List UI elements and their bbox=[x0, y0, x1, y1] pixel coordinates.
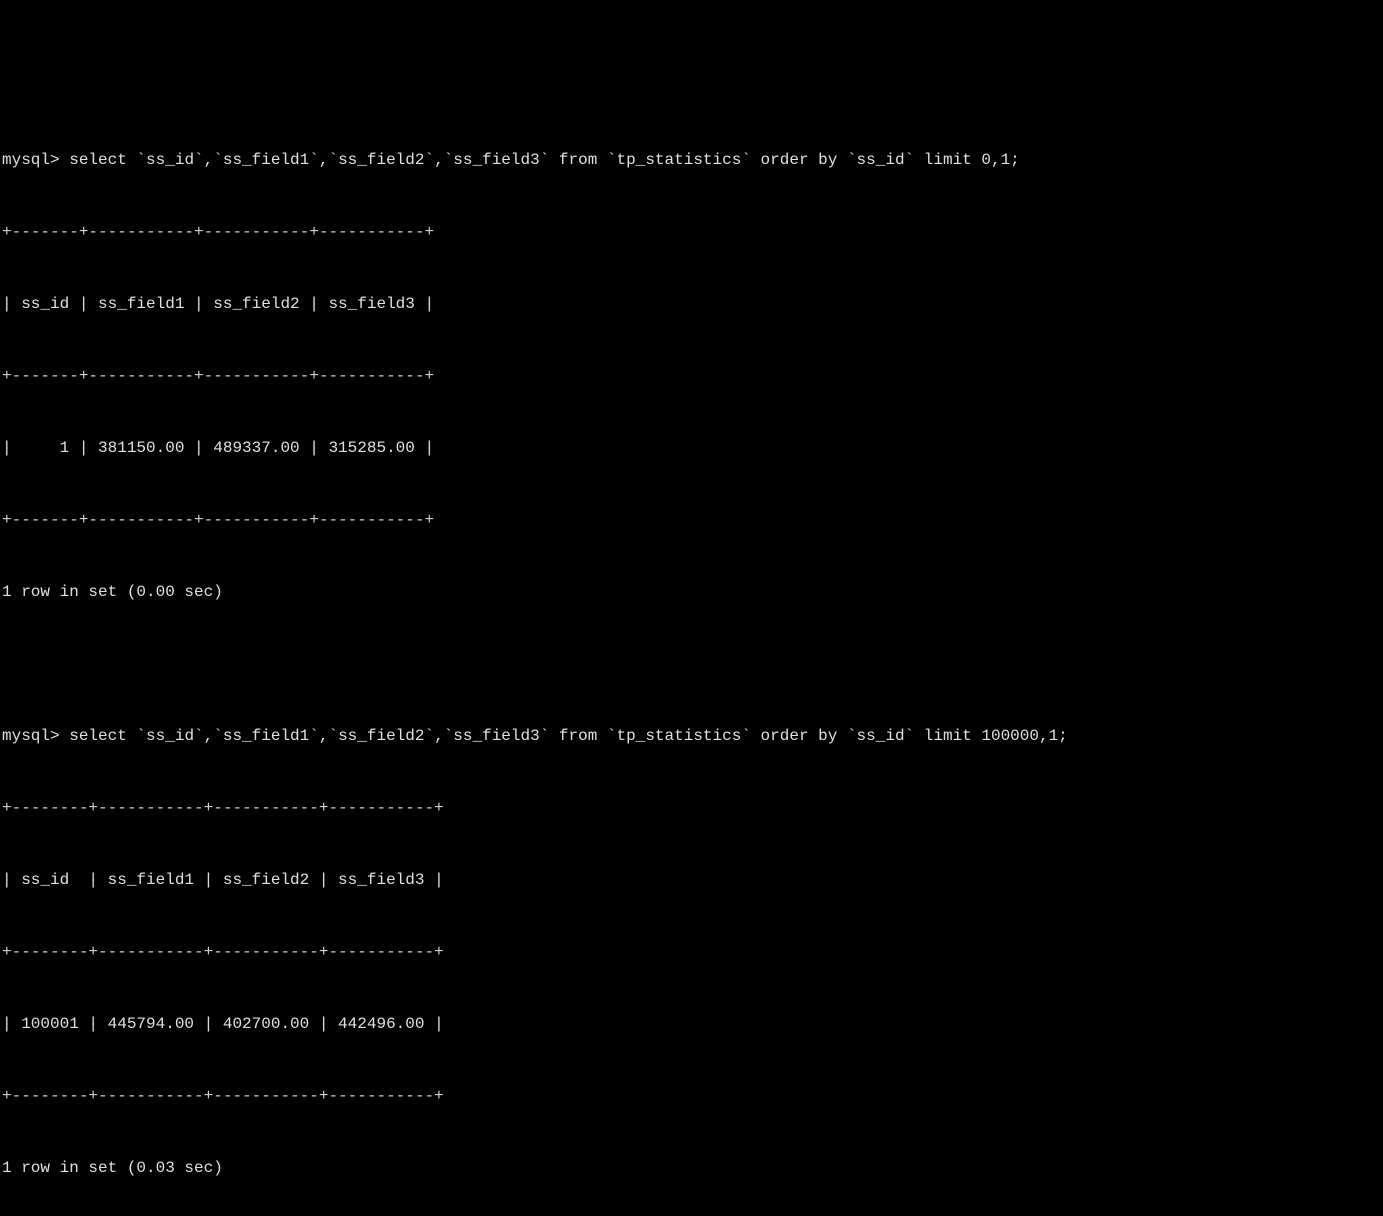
blank-line bbox=[0, 652, 1383, 676]
result-message: 1 row in set (0.03 sec) bbox=[0, 1156, 1383, 1180]
table-data-row: | 1 | 381150.00 | 489337.00 | 315285.00 … bbox=[0, 436, 1383, 460]
query-line-2: mysql> select `ss_id`,`ss_field1`,`ss_fi… bbox=[0, 724, 1383, 748]
mysql-prompt: mysql> bbox=[2, 727, 69, 745]
result-message: 1 row in set (0.00 sec) bbox=[0, 580, 1383, 604]
query-line-1: mysql> select `ss_id`,`ss_field1`,`ss_fi… bbox=[0, 148, 1383, 172]
sql-query: select `ss_id`,`ss_field1`,`ss_field2`,`… bbox=[69, 727, 1068, 745]
mysql-prompt: mysql> bbox=[2, 151, 69, 169]
table-border-mid: +--------+-----------+-----------+------… bbox=[0, 940, 1383, 964]
table-border-bottom: +-------+-----------+-----------+-------… bbox=[0, 508, 1383, 532]
table-border-top: +-------+-----------+-----------+-------… bbox=[0, 220, 1383, 244]
table-border-mid: +-------+-----------+-----------+-------… bbox=[0, 364, 1383, 388]
sql-query: select `ss_id`,`ss_field1`,`ss_field2`,`… bbox=[69, 151, 1020, 169]
table-header-row: | ss_id | ss_field1 | ss_field2 | ss_fie… bbox=[0, 868, 1383, 892]
table-header-row: | ss_id | ss_field1 | ss_field2 | ss_fie… bbox=[0, 292, 1383, 316]
table-border-bottom: +--------+-----------+-----------+------… bbox=[0, 1084, 1383, 1108]
terminal-window[interactable]: mysql> select `ss_id`,`ss_field1`,`ss_fi… bbox=[0, 100, 1383, 1216]
table-data-row: | 100001 | 445794.00 | 402700.00 | 44249… bbox=[0, 1012, 1383, 1036]
table-border-top: +--------+-----------+-----------+------… bbox=[0, 796, 1383, 820]
